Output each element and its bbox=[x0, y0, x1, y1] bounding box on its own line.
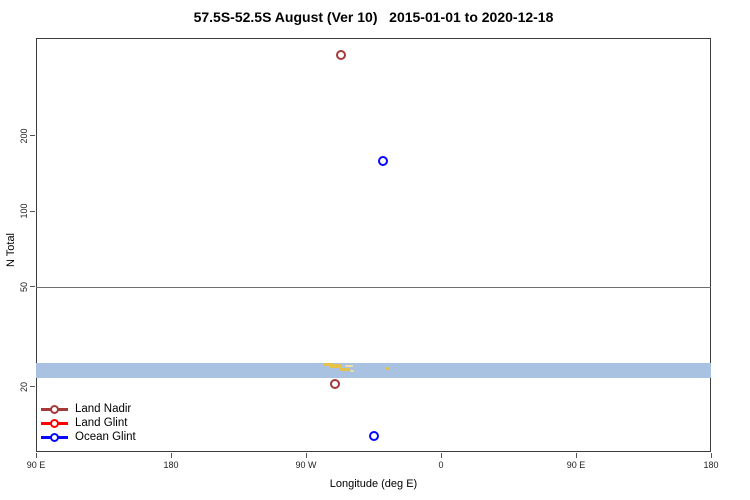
x-tick-label: 90 E bbox=[26, 460, 46, 470]
plot-area bbox=[36, 38, 711, 452]
x-tick-label: 180 bbox=[163, 460, 179, 470]
x-tick-mark bbox=[440, 453, 442, 458]
legend-row-land-nadir: Land Nadir bbox=[41, 402, 136, 416]
legend-label-ocean-glint: Ocean Glint bbox=[75, 431, 136, 443]
map-strip-land-speck bbox=[339, 367, 350, 371]
legend-label-land-glint: Land Glint bbox=[75, 417, 128, 429]
x-tick-mark bbox=[170, 453, 172, 458]
x-tick-mark bbox=[575, 453, 577, 458]
map-strip-land-speck bbox=[349, 369, 354, 372]
x-tick-label: 180 bbox=[703, 460, 719, 470]
y-tick-mark bbox=[30, 286, 35, 288]
y-tick-label: 200 bbox=[19, 128, 29, 144]
map-strip-ocean-band bbox=[36, 362, 711, 378]
map-strip-land-speck bbox=[386, 366, 390, 370]
map-strip-land-speck bbox=[329, 363, 342, 368]
x-tick-mark bbox=[35, 453, 37, 458]
legend-row-land-glint: Land Glint bbox=[41, 416, 136, 430]
y-axis-label: N Total bbox=[5, 232, 17, 268]
chart-title: 57.5S-52.5S August (Ver 10) 2015-01-01 t… bbox=[193, 9, 554, 25]
x-tick-mark bbox=[305, 453, 307, 458]
x-tick-label: 90 W bbox=[295, 460, 317, 470]
land-glint-marker-icon bbox=[41, 416, 68, 430]
y-tick-mark bbox=[30, 210, 35, 212]
data-point-land-nadir bbox=[335, 49, 346, 60]
y-tick-mark bbox=[30, 135, 35, 137]
data-point-ocean-glint bbox=[377, 156, 388, 167]
x-tick-label: 0 bbox=[438, 460, 444, 470]
y-tick-label: 100 bbox=[19, 203, 29, 219]
x-axis-label: Longitude (deg E) bbox=[329, 478, 418, 490]
legend-label-land-nadir: Land Nadir bbox=[75, 403, 132, 415]
x-tick-mark bbox=[710, 453, 712, 458]
y-tick-mark bbox=[30, 386, 35, 388]
reference-line-50 bbox=[36, 286, 711, 288]
land-nadir-marker-icon bbox=[41, 402, 68, 416]
legend-row-ocean-glint: Ocean Glint bbox=[41, 430, 136, 444]
legend: Land Nadir Land Glint Ocean Glint bbox=[41, 402, 136, 444]
y-tick-label: 20 bbox=[19, 381, 29, 392]
data-point-land-nadir bbox=[329, 379, 340, 390]
data-point-ocean-glint bbox=[368, 431, 379, 442]
ocean-glint-marker-icon bbox=[41, 430, 68, 444]
y-tick-label: 50 bbox=[19, 281, 29, 292]
x-tick-label: 90 E bbox=[566, 460, 586, 470]
map-strip-land-speck bbox=[345, 364, 353, 367]
map-strip-land-speck bbox=[324, 362, 333, 366]
